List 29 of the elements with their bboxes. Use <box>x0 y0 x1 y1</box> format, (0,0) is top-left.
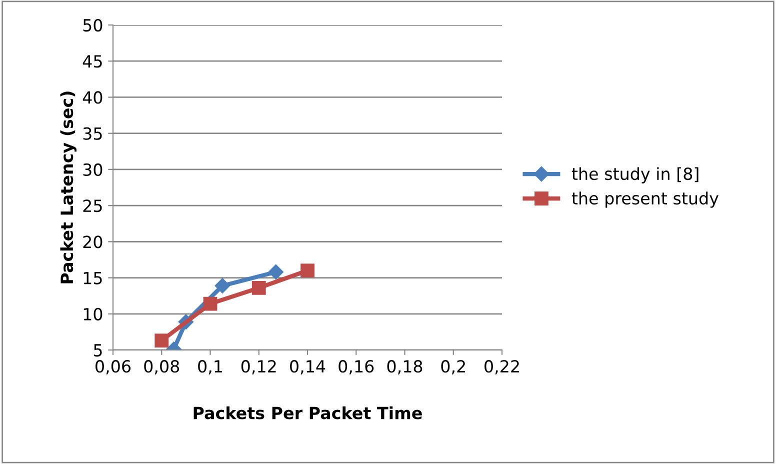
x-tick-label: 0,1 <box>198 360 222 374</box>
x-tick-label: 0,06 <box>96 360 131 374</box>
point <box>214 278 230 294</box>
y-tick-label: 30 <box>83 163 102 176</box>
point <box>300 264 314 278</box>
y-tick-label: 20 <box>83 236 102 248</box>
y-tick-label: 15 <box>84 272 102 284</box>
y-axis-title: Packet Latency (sec) <box>60 92 77 284</box>
point <box>203 296 218 311</box>
x-tick-label: 0,16 <box>338 360 374 374</box>
point <box>154 334 169 348</box>
x-tick-label: 0,22 <box>484 360 519 374</box>
x-tick-label: 0,12 <box>241 360 276 374</box>
y-tick-label: 25 <box>83 200 102 212</box>
point <box>252 280 266 295</box>
legend-label: the present study <box>572 192 718 208</box>
y-tick-label: 45 <box>82 55 102 68</box>
y-tick-label: 50 <box>83 18 102 32</box>
y-tick-label: 5 <box>94 344 102 357</box>
x-axis-title: Packets Per Packet Time <box>194 406 422 420</box>
x-tick-label: 0,2 <box>441 360 465 374</box>
x-tick-label: 0,14 <box>290 360 326 374</box>
x-tick-label: 0,08 <box>144 360 180 374</box>
x-tick-label: 0,18 <box>387 360 422 374</box>
y-tick-label: 35 <box>83 127 102 140</box>
y-tick-label: 10 <box>84 308 102 320</box>
legend-label: the study in [8] <box>572 167 698 184</box>
point <box>268 264 284 280</box>
y-tick-label: 40 <box>82 91 102 104</box>
